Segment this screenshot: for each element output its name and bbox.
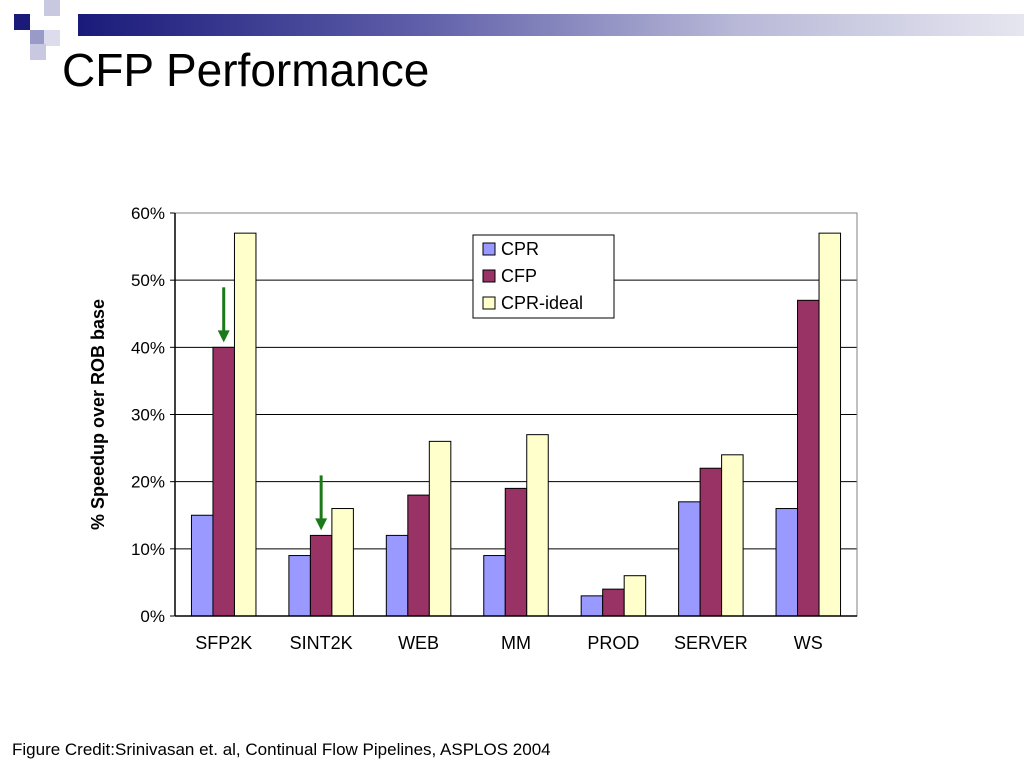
- bar-mm-cpr-ideal: [526, 434, 549, 617]
- annotation-arrow-head: [217, 330, 230, 343]
- bar-sint2k-cpr-ideal: [331, 508, 354, 617]
- bar-mm-cpr: [483, 555, 506, 617]
- y-tick-label: 20%: [131, 473, 165, 492]
- y-axis-label: % Speedup over ROB base: [88, 299, 108, 530]
- legend-label-cpr-ideal: CPR-ideal: [501, 293, 583, 313]
- legend-label-cpr: CPR: [501, 239, 539, 259]
- bar-sfp2k-cfp: [212, 346, 235, 617]
- header-gradient-bar: [78, 14, 1024, 36]
- logo-square-light-top: [44, 0, 60, 16]
- legend-label-cfp: CFP: [501, 266, 537, 286]
- x-tick-label: SERVER: [674, 633, 748, 653]
- bar-ws-cfp: [797, 299, 820, 617]
- bar-ws-cpr: [775, 508, 799, 617]
- bar-sint2k-cpr: [288, 555, 311, 617]
- annotation-arrow-head: [315, 518, 328, 531]
- x-tick-label: PROD: [587, 633, 639, 653]
- x-tick-label: SINT2K: [290, 633, 353, 653]
- bar-sint2k-cfp: [309, 534, 333, 617]
- logo-square-dark: [14, 14, 30, 30]
- bar-server-cpr: [678, 501, 701, 617]
- legend-box: [472, 234, 615, 319]
- bar-prod-cpr: [580, 595, 604, 617]
- bar-prod-cfp: [602, 588, 625, 617]
- bar-mm-cfp: [504, 487, 528, 617]
- bar-server-cpr-ideal: [721, 454, 744, 617]
- bar-sfp2k-cpr-ideal: [233, 232, 257, 617]
- legend-swatch-cpr-ideal: [482, 296, 496, 310]
- y-tick-label: 30%: [131, 406, 165, 425]
- y-tick-label: 60%: [131, 204, 165, 223]
- figure-credit: Figure Credit:Srinivasan et. al, Continu…: [12, 740, 551, 759]
- y-tick-label: 10%: [131, 540, 165, 559]
- y-tick-label: 0%: [140, 607, 165, 626]
- logo-square-light-left: [44, 30, 60, 46]
- x-tick-label: WEB: [398, 633, 439, 653]
- y-tick-label: 40%: [131, 338, 165, 357]
- legend-swatch-cfp: [482, 269, 496, 283]
- x-tick-label: SFP2K: [195, 633, 252, 653]
- logo-square-bottom: [30, 44, 46, 60]
- bar-server-cfp: [699, 467, 723, 617]
- bar-prod-cpr-ideal: [623, 575, 647, 617]
- x-tick-label: MM: [501, 633, 531, 653]
- legend-swatch-cpr: [482, 242, 496, 256]
- bar-sfp2k-cpr: [190, 514, 214, 617]
- bar-web-cpr-ideal: [428, 440, 452, 617]
- bar-web-cfp: [407, 494, 430, 617]
- y-tick-label: 50%: [131, 271, 165, 290]
- logo-square-mid: [30, 30, 46, 46]
- bar-web-cpr: [385, 534, 409, 617]
- bar-ws-cpr-ideal: [818, 232, 842, 617]
- x-tick-label: WS: [794, 633, 823, 653]
- slide-title: CFP Performance: [62, 44, 430, 96]
